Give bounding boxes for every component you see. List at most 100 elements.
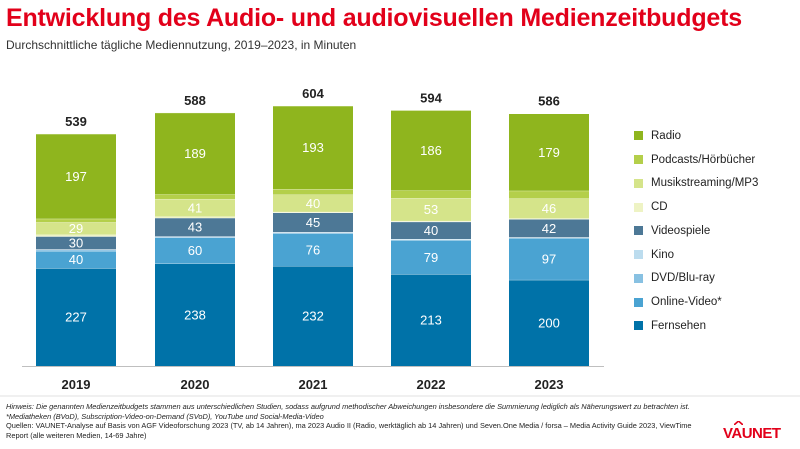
data-label-online-video-2023: 97 [542, 252, 556, 267]
bar-segment-fernsehen-2019 [36, 268, 116, 366]
bar-segment-radio-2023 [509, 113, 589, 191]
bar-segment-dvd-blu-ray-2020 [155, 236, 235, 238]
data-label-videospiele-2020: 43 [188, 220, 202, 235]
data-label-online-video-2021: 76 [306, 242, 320, 257]
legend-item-online-video: Online-Video* [634, 290, 794, 314]
data-label-videospiele-2023: 42 [542, 221, 556, 236]
bar-segment-online-video-2020 [155, 237, 235, 264]
x-tick-label-2020: 2020 [181, 377, 210, 392]
legend-item-kino: Kino [634, 243, 794, 267]
legend-label-cd: CD [651, 201, 668, 214]
legend-label-fernsehen: Fernsehen [651, 319, 706, 332]
data-label-fernsehen-2019: 227 [65, 310, 87, 325]
legend-label-radio: Radio [651, 129, 682, 142]
bar-segment-online-video-2021 [273, 233, 353, 267]
bar-segment-musikstreaming-mp3-2022 [391, 198, 471, 221]
x-tick-label-2019: 2019 [62, 377, 91, 392]
bar-segment-radio-2020 [155, 112, 235, 195]
data-label-videospiele-2022: 40 [424, 223, 438, 238]
bar-segment-musikstreaming-mp3-2023 [509, 198, 589, 219]
total-label-2020: 588 [184, 93, 206, 108]
legend-item-dvd-blu-ray: DVD/Blu-ray [634, 267, 794, 291]
bar-segment-videospiele-2023 [509, 219, 589, 238]
footnote-hint: Hinweis: Die genannten Medienzeitbudgets… [6, 402, 690, 411]
legend-swatch-musikstreaming-mp3 [634, 178, 643, 188]
bar-segment-podcasts-h-rb-cher-2023 [509, 190, 589, 199]
total-label-2019: 539 [65, 114, 87, 129]
total-label-2023: 586 [538, 94, 560, 109]
data-label-fernsehen-2020: 238 [184, 307, 206, 322]
legend-swatch-podcasts-h-rb-cher [634, 155, 643, 165]
bar-segment-cd-2020 [155, 216, 235, 218]
footer-notes: Hinweis: Die genannten Medienzeitbudgets… [6, 402, 706, 440]
data-label-online-video-2020: 60 [188, 243, 202, 258]
data-label-videospiele-2019: 30 [69, 235, 83, 250]
legend-item-fernsehen: Fernsehen [634, 314, 794, 338]
data-label-musikstreaming-mp3-2022: 53 [424, 202, 438, 217]
bar-segment-cd-2022 [391, 220, 471, 222]
bar-segment-videospiele-2020 [155, 217, 235, 237]
bar-segment-podcasts-h-rb-cher-2022 [391, 190, 471, 199]
bar-segment-online-video-2022 [391, 240, 471, 275]
legend-label-videospiele: Videospiele [651, 224, 711, 237]
bar-segment-dvd-blu-ray-2021 [273, 232, 353, 234]
data-label-videospiele-2021: 45 [306, 215, 320, 230]
chart-title: Entwicklung des Audio- und audiovisuelle… [6, 4, 742, 32]
data-label-radio-2023: 179 [538, 145, 560, 160]
data-label-fernsehen-2022: 213 [420, 313, 442, 328]
bar-segment-cd-2019 [36, 234, 116, 237]
legend-item-videospiele: Videospiele [634, 219, 794, 243]
x-tick-label-2021: 2021 [299, 377, 328, 392]
bar-segment-fernsehen-2022 [391, 274, 471, 366]
x-tick-label-2022: 2022 [417, 377, 446, 392]
data-label-radio-2019: 197 [65, 169, 87, 184]
bar-segment-podcasts-h-rb-cher-2021 [273, 189, 353, 195]
legend-label-musikstreaming-mp3: Musikstreaming/MP3 [651, 177, 759, 190]
data-label-online-video-2019: 40 [69, 252, 83, 267]
legend-label-online-video: Online-Video* [651, 296, 722, 309]
bar-segment-online-video-2023 [509, 238, 589, 280]
legend-swatch-dvd-blu-ray [634, 273, 643, 283]
legend-swatch-cd [634, 202, 643, 212]
data-label-radio-2022: 186 [420, 143, 442, 158]
bar-segment-fernsehen-2023 [509, 279, 589, 366]
bar-segment-videospiele-2019 [36, 236, 116, 250]
chart-legend: Radio Podcasts/Hörbücher Musikstreaming/MP… [634, 124, 794, 338]
legend-label-podcasts-h-rb-cher: Podcasts/Hörbücher [651, 153, 756, 166]
total-label-2021: 604 [302, 86, 324, 101]
data-label-fernsehen-2023: 200 [538, 315, 560, 330]
logo-accent-icon [734, 421, 743, 425]
bar-segment-podcasts-h-rb-cher-2019 [36, 218, 116, 223]
data-label-fernsehen-2021: 232 [302, 309, 324, 324]
x-tick-label-2023: 2023 [535, 377, 564, 392]
legend-label-dvd-blu-ray: DVD/Blu-ray [651, 272, 715, 285]
bar-segment-dvd-blu-ray-2019 [36, 249, 116, 252]
bar-segment-radio-2022 [391, 110, 471, 191]
legend-label-kino: Kino [651, 248, 675, 261]
legend-item-cd: CD [634, 195, 794, 219]
bar-segment-cd-2021 [273, 211, 353, 213]
bar-segment-online-video-2019 [36, 251, 116, 269]
total-label-2022: 594 [420, 90, 442, 105]
data-label-musikstreaming-mp3-2019: 29 [69, 221, 83, 236]
data-label-online-video-2022: 79 [424, 250, 438, 265]
legend-swatch-online-video [634, 297, 643, 307]
legend-swatch-videospiele [634, 226, 643, 236]
bar-segment-radio-2019 [36, 133, 116, 219]
legend-swatch-fernsehen [634, 321, 643, 331]
data-label-musikstreaming-mp3-2020: 41 [188, 200, 202, 215]
bar-segment-musikstreaming-mp3-2021 [273, 194, 353, 212]
legend-item-musikstreaming-mp3: Musikstreaming/MP3 [634, 172, 794, 196]
bar-segment-cd-2023 [509, 218, 589, 220]
chart-subtitle: Durchschnittliche tägliche Mediennutzung… [6, 38, 357, 52]
bar-segment-musikstreaming-mp3-2020 [155, 198, 235, 217]
data-label-musikstreaming-mp3-2023: 46 [542, 201, 556, 216]
bar-segment-videospiele-2022 [391, 221, 471, 240]
bar-segment-fernsehen-2020 [155, 263, 235, 366]
vaunet-logo: VAUNET [723, 425, 781, 442]
bar-segment-fernsehen-2021 [273, 266, 353, 366]
legend-item-radio: Radio [634, 124, 794, 148]
bar-segment-videospiele-2021 [273, 212, 353, 233]
bar-segment-radio-2021 [273, 106, 353, 190]
